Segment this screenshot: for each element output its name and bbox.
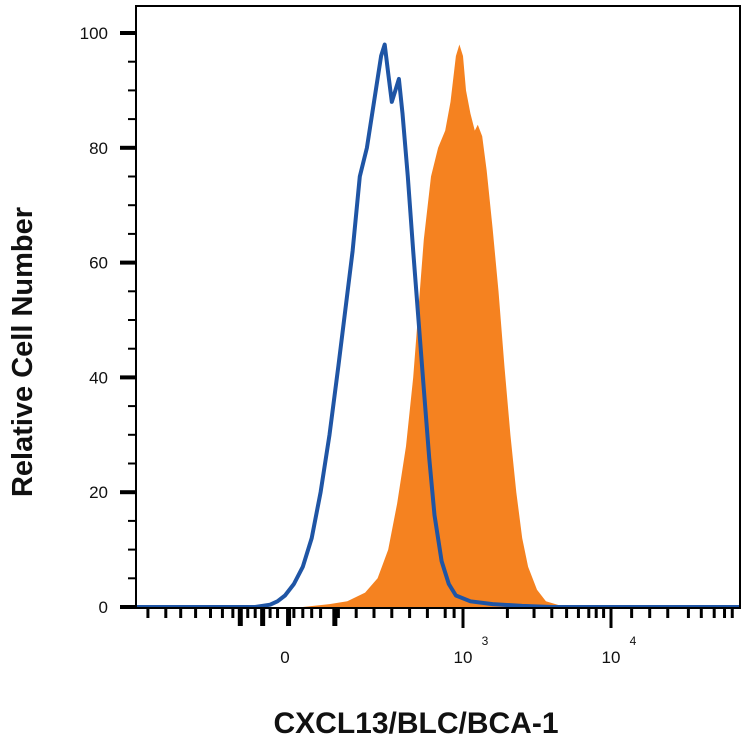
isotype-control-histogram: [136, 42, 740, 609]
plot-frame: [135, 5, 741, 609]
x-tick-label: 10: [602, 648, 621, 667]
y-tick-label: 0: [99, 598, 108, 617]
y-tick-label: 80: [89, 139, 108, 158]
y-tick-label: 60: [89, 254, 108, 273]
axes: [135, 5, 741, 609]
x-tick-exponent: 3: [482, 634, 489, 648]
x-axis-title: CXCL13/BLC/BCA-1: [273, 707, 558, 740]
x-tick-label: 0: [280, 648, 289, 667]
plot-area: [136, 42, 740, 609]
y-axis-ticks: 0 20 40 60 80 100: [80, 24, 136, 617]
x-tick-exponent: 4: [630, 634, 637, 648]
x-axis-ticks: 0 10 3 10 4: [146, 608, 734, 667]
x-tick-label: 10: [454, 648, 473, 667]
y-tick-label: 20: [89, 483, 108, 502]
y-axis-title: Relative Cell Number: [7, 207, 39, 497]
cxcl13-stained-histogram: [136, 44, 740, 607]
y-tick-label: 40: [89, 368, 108, 387]
y-tick-label: 100: [80, 24, 108, 43]
